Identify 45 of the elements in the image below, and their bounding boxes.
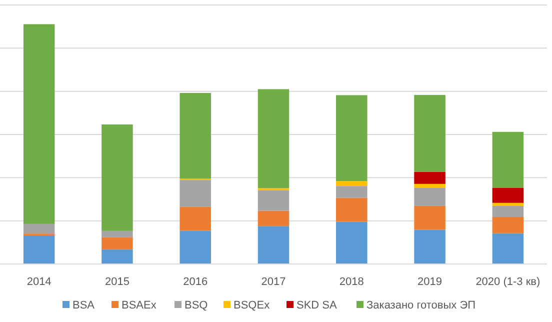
x-tick-label: 2018 (339, 276, 364, 288)
legend-label: BSA (72, 300, 96, 312)
bar (336, 198, 368, 222)
x-tick-label: 2015 (104, 276, 130, 288)
bar (414, 184, 446, 188)
bar (492, 202, 524, 206)
bar (258, 190, 290, 211)
bar (258, 226, 290, 264)
bar (336, 186, 368, 198)
bar (102, 249, 133, 264)
bar (492, 188, 524, 203)
bar (258, 89, 290, 188)
legend-label: BSQEx (234, 300, 270, 312)
legend-label: BSAEx (122, 300, 157, 312)
x-tick-label: 2020 (1-3 кв) (476, 276, 540, 288)
bar (414, 188, 446, 206)
bar (336, 95, 368, 182)
legend-label: SKD SA (296, 300, 338, 312)
bar (180, 180, 211, 207)
bar (23, 235, 55, 264)
bar (23, 224, 55, 234)
bar (102, 230, 133, 238)
bar (414, 206, 446, 230)
bar (414, 230, 446, 264)
legend-label: BSQ (184, 300, 208, 312)
bar (102, 124, 133, 231)
bar (102, 237, 133, 250)
bar (492, 206, 524, 217)
bar (492, 132, 524, 188)
bar (336, 222, 368, 264)
bar (414, 172, 446, 184)
legend-label: Заказано готовых ЭП (366, 300, 476, 312)
bar (180, 206, 211, 231)
x-tick-label: 2014 (26, 276, 52, 288)
x-tick-label: 2019 (418, 276, 442, 288)
bar (414, 94, 446, 172)
bar (180, 230, 211, 264)
bar (492, 216, 524, 234)
bar (23, 24, 55, 224)
bar (336, 181, 368, 186)
x-tick-label: 2016 (183, 276, 208, 288)
x-tick-label: 2017 (261, 276, 286, 288)
bar (180, 93, 211, 179)
bar (258, 210, 290, 226)
bar (492, 233, 524, 264)
